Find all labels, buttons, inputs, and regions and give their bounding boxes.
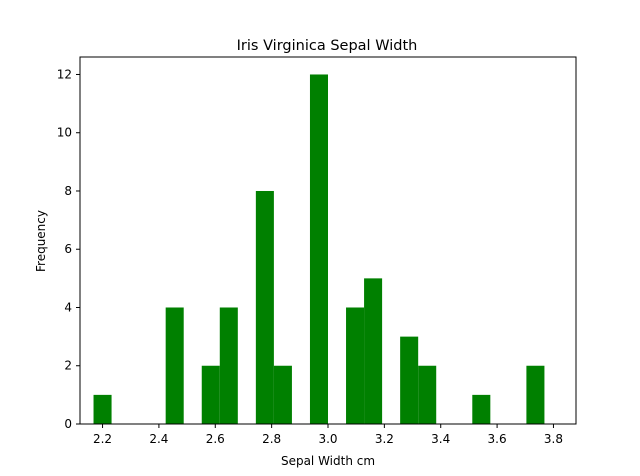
histogram-bar <box>255 190 274 424</box>
x-tick-label: 2.6 <box>206 432 225 446</box>
y-tick-label: 0 <box>64 417 72 431</box>
x-axis-title: Sepal Width cm <box>281 454 375 468</box>
histogram-bar <box>219 307 238 424</box>
x-tick-label: 3.0 <box>318 432 337 446</box>
y-tick-label: 4 <box>64 300 72 314</box>
y-axis-title: Frequency <box>34 210 48 272</box>
histogram-bar <box>526 365 545 424</box>
y-tick-label: 2 <box>64 359 72 373</box>
x-tick-label: 2.2 <box>93 432 112 446</box>
x-axis-ticks: 2.2 2.4 2.6 2.8 3.0 3.2 3.4 3.6 3.8 <box>93 424 563 446</box>
histogram-bar <box>273 365 292 424</box>
histogram-bar <box>400 336 419 424</box>
histogram-bar <box>93 394 112 424</box>
histogram-bar <box>364 278 383 424</box>
x-tick-label: 3.6 <box>488 432 507 446</box>
chart-title: Iris Virginica Sepal Width <box>237 38 418 54</box>
bars-group <box>93 74 545 424</box>
x-tick-label: 3.2 <box>375 432 394 446</box>
histogram-bar <box>165 307 184 424</box>
histogram-bar <box>346 307 365 424</box>
y-tick-label: 10 <box>57 126 72 140</box>
histogram-bar <box>201 365 220 424</box>
y-tick-label: 8 <box>64 184 72 198</box>
y-tick-label: 12 <box>57 67 72 81</box>
y-tick-label: 6 <box>64 242 72 256</box>
histogram-bar <box>472 394 491 424</box>
y-axis-ticks: 0 2 4 6 8 10 12 <box>57 67 80 431</box>
x-tick-label: 2.8 <box>262 432 281 446</box>
histogram-bar <box>309 74 328 424</box>
x-tick-label: 3.4 <box>431 432 450 446</box>
x-tick-label: 2.4 <box>149 432 168 446</box>
x-tick-label: 3.8 <box>544 432 563 446</box>
histogram-bar <box>418 365 437 424</box>
